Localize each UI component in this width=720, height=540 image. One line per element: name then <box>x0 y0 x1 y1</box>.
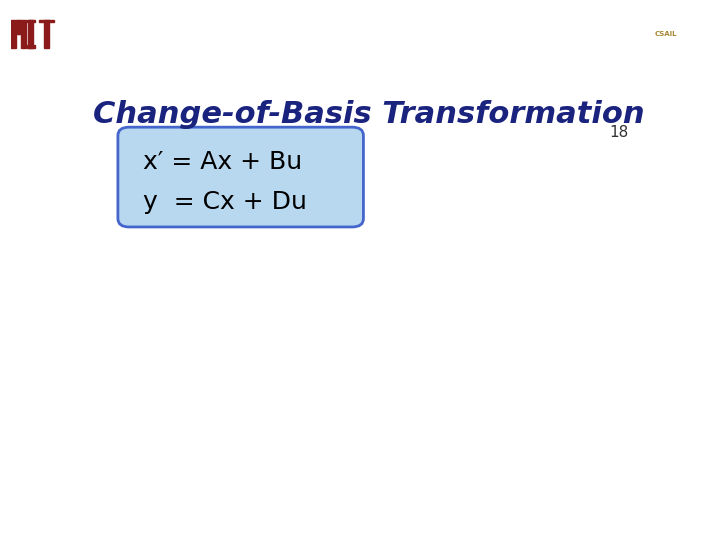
Bar <box>16 20 19 33</box>
Bar <box>29 20 34 48</box>
Bar <box>21 20 26 48</box>
Text: CSAIL: CSAIL <box>654 31 678 37</box>
Text: x′ = Ax + Bu: x′ = Ax + Bu <box>143 150 302 174</box>
Bar <box>44 20 49 48</box>
Bar <box>27 45 35 48</box>
Bar <box>27 20 35 22</box>
Bar <box>18 20 21 33</box>
Text: y  = Cx + Du: y = Cx + Du <box>143 190 307 214</box>
FancyBboxPatch shape <box>118 127 364 227</box>
Bar <box>11 20 16 48</box>
Text: Change-of-Basis Transformation: Change-of-Basis Transformation <box>93 100 645 129</box>
Bar <box>39 20 54 22</box>
Text: 18: 18 <box>609 125 629 140</box>
